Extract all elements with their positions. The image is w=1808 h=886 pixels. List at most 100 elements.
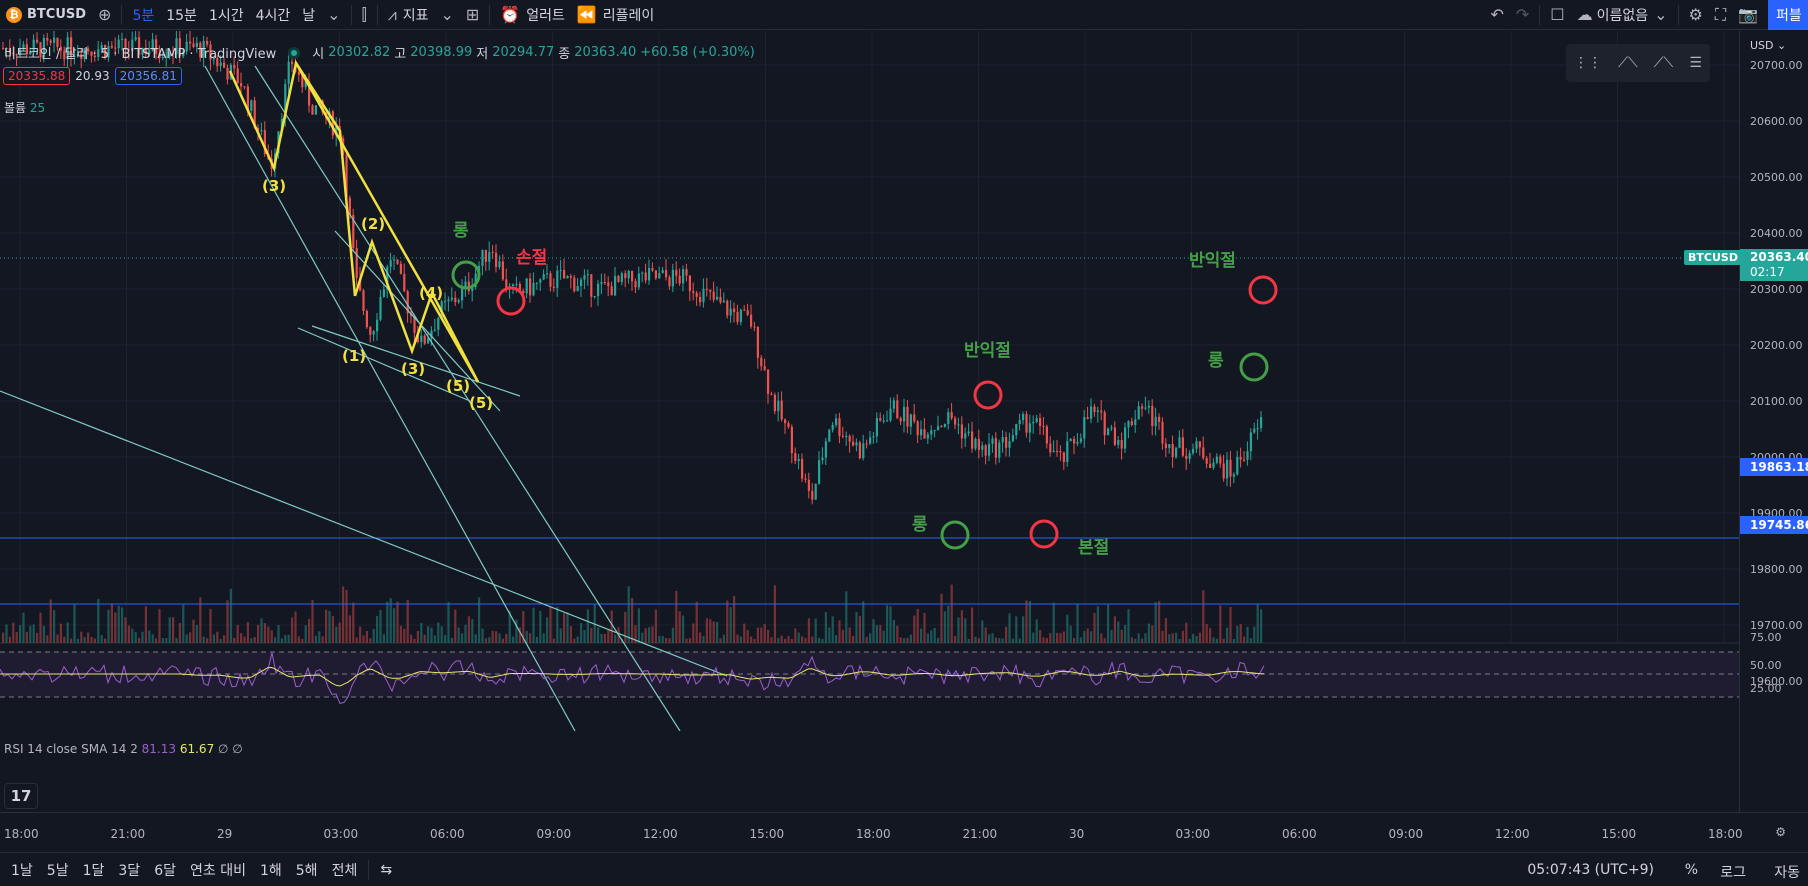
candle-body [12, 53, 15, 55]
volume-bar [845, 591, 848, 643]
range-button[interactable]: 전체 [331, 862, 358, 879]
candle-body [777, 400, 780, 412]
rewind-icon: ⏪ [576, 5, 597, 24]
candle-body [617, 275, 620, 282]
change-value: +60.58 (+0.30%) [640, 45, 755, 60]
price-axis-label: 20400.00 [1750, 227, 1803, 240]
layout-square-icon[interactable]: ☐ [1550, 5, 1565, 24]
candle-body [1151, 405, 1154, 427]
volume-label: 볼륨 [4, 101, 27, 115]
indicators-button[interactable]: ⩘ 지표 [382, 0, 435, 30]
currency-selector[interactable]: USD ⌄ [1750, 39, 1787, 52]
candle-body [937, 426, 940, 430]
candle-body [124, 38, 127, 50]
volume-bar [1198, 632, 1201, 643]
symbol-search[interactable]: ₿ BTCUSD [0, 0, 92, 30]
candle-body [236, 68, 239, 84]
candle-body [488, 252, 491, 262]
settings-gear-icon[interactable]: ⚙ [1775, 825, 1786, 839]
auto-toggle[interactable]: 자동 [1774, 865, 1800, 881]
chevron-down-icon[interactable]: ⌄ [327, 5, 341, 24]
fullscreen-icon[interactable]: ⛶ [1714, 4, 1727, 24]
candle-body [1222, 463, 1225, 479]
alert-button[interactable]: ⏰ 얼러트 [494, 0, 571, 30]
volume-bar [566, 612, 569, 643]
goto-date-icon[interactable]: ⇆ [380, 861, 393, 878]
range-button[interactable]: 1달 [82, 862, 105, 879]
clock[interactable]: 05:07:43 (UTC+9) [1527, 862, 1654, 878]
drag-handle-icon[interactable]: ⋮⋮ [1574, 55, 1603, 71]
interval-15m[interactable]: 15분 [166, 7, 197, 24]
interval-1h[interactable]: 1시간 [208, 7, 244, 24]
templates-icon[interactable]: ⊞ [465, 5, 480, 24]
rsi-sma-line [0, 666, 1264, 687]
volume-bar [379, 609, 382, 643]
candle-body [430, 330, 433, 339]
volume-bar [607, 628, 610, 643]
low-key: 저 [476, 47, 489, 62]
volume-bar [304, 625, 307, 643]
gear-icon[interactable]: ⚙ [1688, 5, 1703, 24]
percent-toggle[interactable]: % [1684, 862, 1698, 878]
range-button[interactable]: 5날 [46, 862, 69, 879]
range-button[interactable]: 연초 대비 [189, 862, 246, 879]
candle-body [886, 420, 889, 422]
chart-pane[interactable] [0, 31, 1739, 731]
candle-body [1025, 414, 1028, 433]
candle-body [709, 289, 712, 292]
buy-button[interactable]: 20356.81 [114, 67, 182, 85]
range-button[interactable]: 5해 [295, 862, 318, 879]
redo-icon[interactable]: ↷ [1515, 5, 1530, 24]
elliott-wave-icon[interactable]: ⟋⟍ [1618, 55, 1638, 71]
candle-body [80, 54, 83, 59]
volume-bar [83, 637, 86, 643]
volume-bar [15, 631, 18, 643]
volume-bar [1005, 626, 1008, 643]
log-toggle[interactable]: 로그 [1720, 865, 1746, 881]
volume-bar [372, 628, 375, 643]
volume-bar [430, 627, 433, 643]
price-axis-label: 20500.00 [1750, 171, 1803, 184]
undo-icon[interactable]: ↶ [1490, 5, 1504, 24]
camera-icon[interactable]: 📷 [1738, 5, 1758, 24]
time-axis[interactable]: 18:00 21:00 29 03:00 06:00 09:00 12:00 15:00 18:… [0, 812, 1808, 852]
volume-bar [1035, 619, 1038, 643]
menu-lines-icon[interactable]: ☰ [1689, 55, 1702, 71]
candle-body [1015, 424, 1018, 436]
interval-4h[interactable]: 4시간 [255, 7, 291, 24]
volume-bar [1076, 603, 1079, 643]
candle-body [556, 270, 559, 288]
volume-bar [1164, 618, 1167, 643]
volume-bar [767, 629, 770, 643]
chart-canvas[interactable] [0, 31, 1739, 731]
candle-body [209, 44, 212, 60]
price-axis[interactable]: USD ⌄ 20700.00 20600.00 20500.00 20400.00 20… [1739, 31, 1808, 812]
volume-bar [1056, 633, 1059, 643]
range-button[interactable]: 1해 [259, 862, 282, 879]
candle-body [848, 435, 851, 442]
tradingview-logo[interactable]: 17 [4, 783, 38, 809]
candle-body [25, 44, 28, 55]
range-button[interactable]: 3달 [118, 862, 141, 879]
rsi-axis-label: 25.00 [1750, 682, 1782, 695]
abc-pattern-icon[interactable]: ⟋⟍ [1653, 55, 1674, 71]
toolbar-divider [376, 4, 378, 25]
volume-bar [787, 636, 790, 643]
candle-body [243, 86, 246, 88]
interval-5m[interactable]: 5분 [132, 7, 155, 24]
add-symbol-icon[interactable]: ⊕ [98, 5, 112, 24]
candle-body [889, 408, 892, 421]
volume-bar [321, 636, 324, 643]
layout-name-button[interactable]: ☁ 이름없음 ⌄ [1571, 0, 1674, 30]
candle-body [1100, 410, 1103, 413]
candle-body [665, 270, 668, 278]
publish-button[interactable]: 퍼블 [1768, 0, 1808, 30]
range-button[interactable]: 1날 [11, 862, 33, 879]
sell-button[interactable]: 20335.88 [3, 67, 71, 85]
volume-bar [5, 624, 8, 643]
chevron-down-icon[interactable]: ⌄ [440, 5, 454, 24]
candles-icon[interactable]: ⫿ [361, 4, 367, 24]
range-button[interactable]: 6달 [154, 862, 176, 879]
interval-1d[interactable]: 날 [302, 7, 316, 24]
replay-button[interactable]: ⏪ 리플레이 [571, 0, 660, 30]
